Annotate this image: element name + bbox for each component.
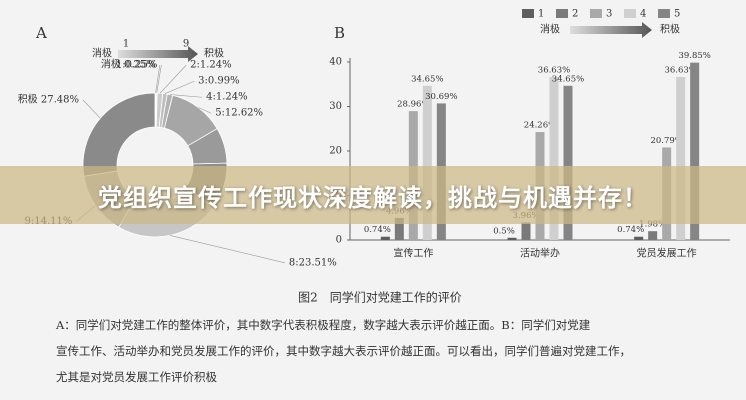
bar (648, 231, 658, 240)
bar-label: 0.74% (617, 225, 644, 235)
bar-label: 34.65% (552, 74, 584, 84)
panel-label: B (334, 24, 345, 42)
bar-label: 24.26% (524, 121, 556, 131)
legend-swatch (556, 9, 568, 18)
bar-label: 34.65% (411, 74, 443, 84)
bar-label: 20.79% (650, 136, 682, 146)
legend-label: 3 (606, 9, 612, 20)
scale-min: 1 (123, 39, 129, 50)
slice-label: 4:1.24% (206, 92, 248, 103)
legend-label: 2 (572, 9, 578, 20)
scale-right: 积极 (204, 47, 224, 60)
paragraph-line: A：同学们对党建工作的整体评价，其中数字代表积极程度，数字越大表示评价越正面。B… (55, 318, 591, 332)
leader-line (170, 94, 203, 98)
bar (507, 237, 517, 240)
bar-label: 28.96% (397, 100, 429, 110)
bar (394, 217, 404, 240)
legend-label: 5 (674, 9, 680, 20)
scale-arrow (118, 46, 198, 62)
bar-label: 0.74% (364, 225, 391, 235)
slice-label: 积极 27.48% (18, 93, 79, 106)
legend-label: 4 (640, 9, 646, 20)
leader-line (82, 99, 101, 119)
leader-line (198, 107, 212, 114)
bar (676, 76, 686, 241)
paragraph-line: 宣传工作、活动举办和党员发展工作的评价，其中数字越大表示评价越正面。可以看出，同… (56, 344, 631, 358)
slice-label: 消极 0.25% (101, 58, 156, 71)
y-tick-label: 0 (336, 235, 342, 246)
slice-label: 2:1.24% (190, 60, 232, 71)
bar-label: 1.98% (639, 220, 666, 230)
legend-swatch (624, 9, 636, 18)
y-tick-label: 40 (329, 57, 342, 68)
bar-label: 0.5% (493, 226, 515, 236)
scale-right: 积极 (660, 23, 680, 36)
scale-max: 9 (183, 39, 189, 50)
banner: 党组织宣传工作现状深度解读，挑战与机遇并存！ (0, 166, 746, 224)
scale-left: 消极 (540, 23, 560, 36)
bar-label: 36.63% (664, 65, 696, 75)
paragraph-line: 尤其是对党员发展工作评价积极 (56, 370, 217, 384)
slice-label: 8:23.51% (289, 257, 337, 268)
bar (690, 62, 700, 241)
legend-swatch (522, 9, 534, 18)
leader-line (159, 65, 187, 94)
legend-swatch (590, 9, 602, 18)
leader-line (164, 80, 195, 94)
bar (634, 236, 644, 240)
caption: 图2 同学们对党建工作的评价 (298, 290, 462, 305)
legend-swatch (658, 9, 670, 18)
scale-arrow (570, 22, 652, 38)
leader-line (156, 64, 162, 94)
y-tick-label: 30 (329, 101, 342, 112)
y-tick-label: 20 (329, 146, 342, 157)
bar (549, 76, 559, 241)
slice-label: 3:0.99% (198, 76, 240, 87)
x-tick-label: 活动举办 (520, 247, 560, 260)
bar (563, 85, 573, 241)
legend-label: 1 (538, 9, 544, 20)
scale-left: 消极 (92, 47, 112, 60)
bar (422, 85, 432, 241)
bar-label: 30.69% (425, 92, 457, 102)
bar (380, 236, 390, 240)
leader-line (155, 64, 161, 94)
x-tick-label: 宣传工作 (393, 247, 433, 260)
bar-label: 36.63% (538, 65, 570, 75)
leader-line (169, 235, 285, 264)
bar-label: 39.85% (678, 51, 710, 61)
x-tick-label: 党员发展工作 (637, 247, 697, 260)
panel-label: A (35, 24, 47, 42)
slice (82, 92, 156, 177)
slice-label: 1:0.25% (116, 60, 158, 71)
slice-label: 5:12.62% (215, 108, 263, 119)
bar (521, 222, 531, 240)
